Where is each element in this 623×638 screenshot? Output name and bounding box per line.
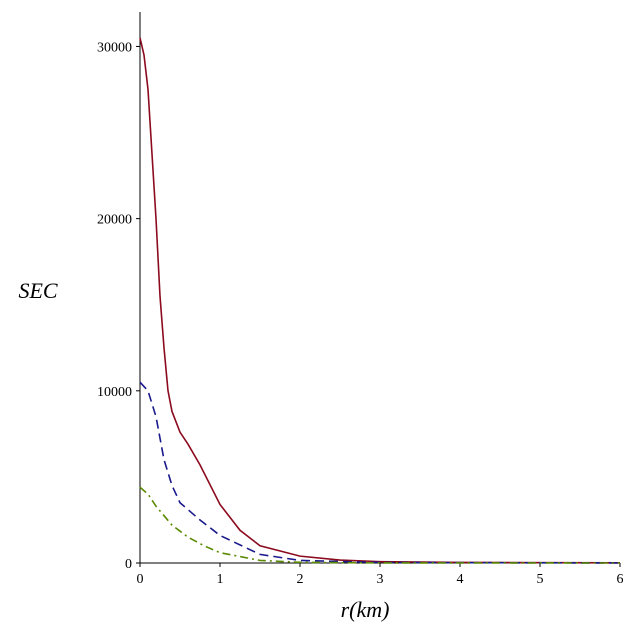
y-tick-label: 30000	[97, 40, 132, 55]
y-tick-label: 10000	[97, 385, 132, 400]
line-series	[140, 382, 620, 563]
x-tick-label: 5	[537, 572, 544, 587]
x-tick-label: 3	[377, 572, 384, 587]
x-tick-label: 0	[137, 572, 144, 587]
y-axis-label: SEC	[18, 278, 57, 303]
y-tick-label: 20000	[97, 213, 132, 228]
x-tick-label: 4	[457, 572, 464, 587]
line-series	[140, 38, 620, 563]
x-axis-label: r(km)	[341, 597, 390, 622]
line-series	[140, 487, 620, 563]
y-tick-label: 0	[125, 557, 132, 572]
x-tick-label: 1	[217, 572, 224, 587]
x-tick-label: 2	[297, 572, 304, 587]
x-tick-label: 6	[617, 572, 623, 587]
